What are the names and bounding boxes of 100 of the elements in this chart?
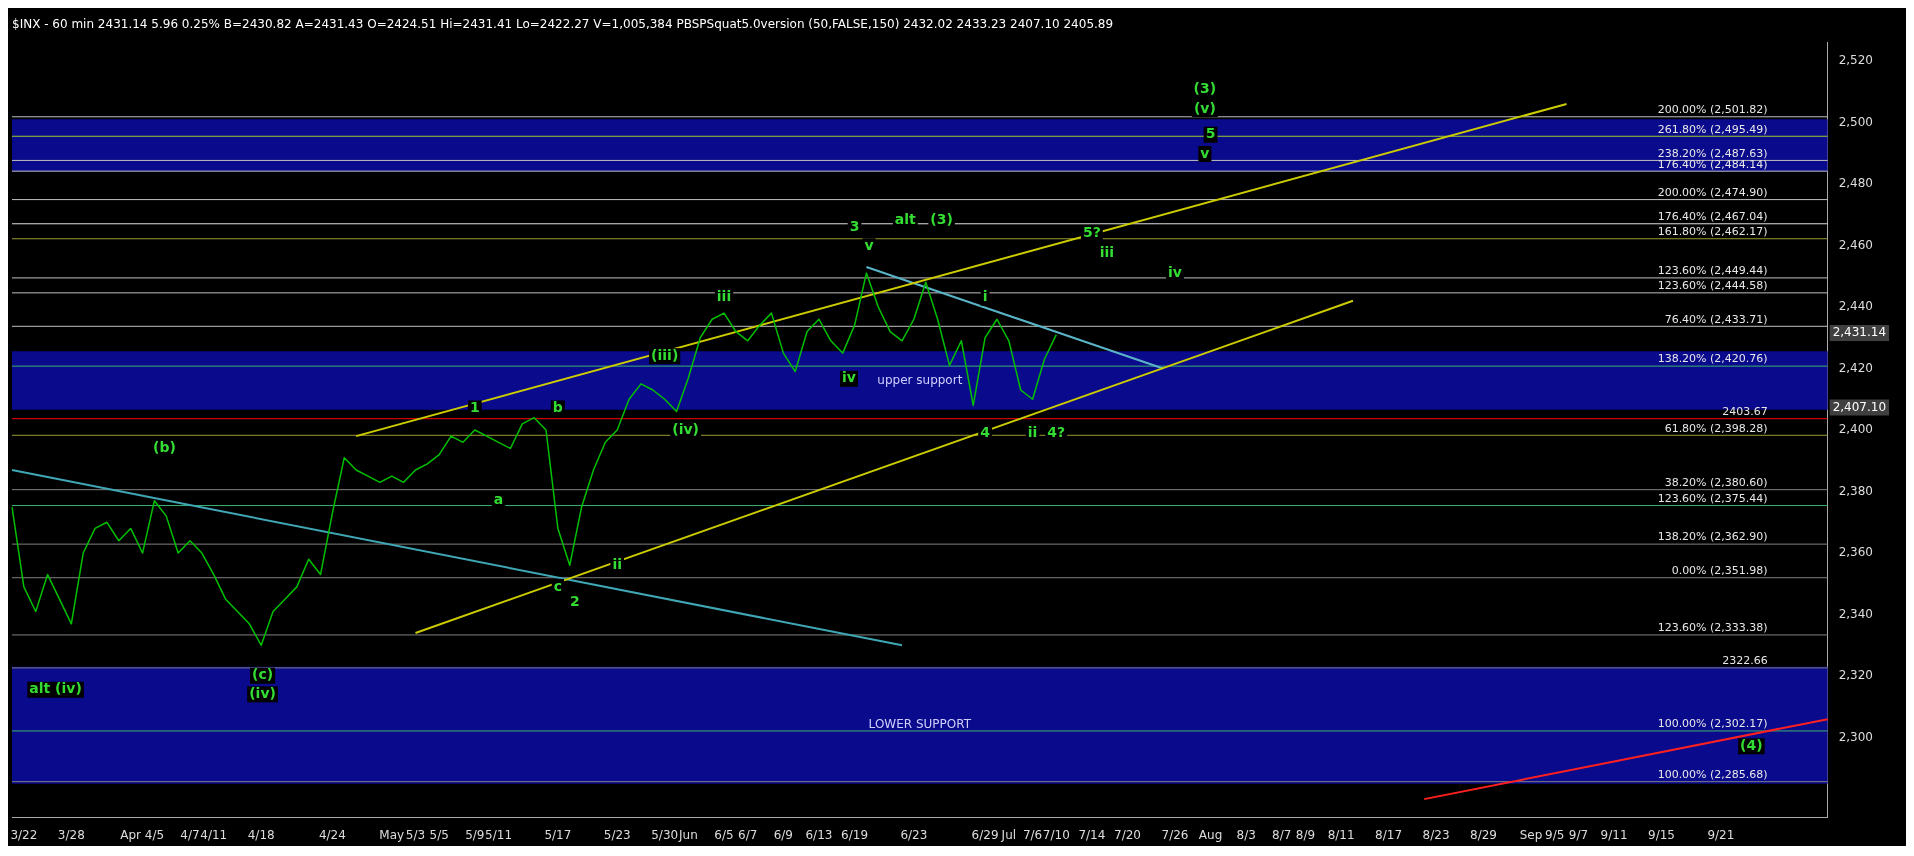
annotation: v: [864, 236, 874, 253]
x-tick-label: 9/11: [1600, 827, 1628, 842]
x-tick-label: 5/23: [603, 827, 631, 842]
x-tick-label: 6/13: [805, 827, 833, 842]
x-tick-label: Sep: [1519, 827, 1543, 842]
y-tick-label: 2,440: [1838, 299, 1874, 314]
annotation: 5: [1205, 125, 1216, 142]
x-tick-label: 8/23: [1422, 827, 1450, 842]
ref-line-label: 161.80% (2,462.17): [1657, 225, 1768, 239]
band-label: upper support: [877, 372, 963, 387]
ref-line-label: 76.40% (2,433.71): [1664, 312, 1768, 326]
annotation: 1: [469, 399, 480, 416]
annotation: a: [493, 491, 504, 508]
ref-line-label: 138.20% (2,362.90): [1657, 530, 1768, 544]
annotation: (iv): [672, 420, 699, 437]
x-tick-label: 3/22: [10, 827, 38, 842]
x-tick-label: 5/17: [544, 827, 572, 842]
ref-line-label: 123.60% (2,375.44): [1657, 491, 1768, 505]
annotation: (4): [1740, 736, 1763, 753]
annotation: 4?: [1047, 423, 1066, 440]
text: 2,431.14: [1832, 325, 1887, 340]
y-tick-label: 2,460: [1838, 237, 1874, 252]
annotation: (iv): [249, 684, 276, 701]
x-tick-label: 4/11: [200, 827, 228, 842]
ref-line-label: 2322.66: [1722, 654, 1768, 668]
ref-line-label: 138.20% (2,420.76): [1657, 352, 1768, 366]
x-tick-label: 4/5: [144, 827, 165, 842]
ref-line-label: 200.00% (2,501.82): [1657, 103, 1768, 117]
annotation: iii: [716, 288, 732, 305]
x-tick-label: 7/6: [1022, 827, 1043, 842]
x-tick-label: 8/7: [1272, 827, 1292, 842]
annotation: iv: [1167, 263, 1182, 280]
annotation: alt: [894, 211, 917, 228]
y-tick-label: 2,520: [1838, 52, 1874, 67]
x-tick-label: Jul: [1000, 827, 1017, 842]
x-tick-label: 7/14: [1078, 827, 1106, 842]
annotation: c: [553, 577, 563, 594]
x-tick-label: 6/23: [900, 827, 928, 842]
annotation: (b): [153, 439, 176, 456]
x-tick-label: Apr: [120, 827, 142, 842]
x-tick-label: 7/20: [1114, 827, 1141, 842]
annotation: iv: [842, 369, 856, 386]
x-tick-label: Aug: [1198, 827, 1223, 842]
x-tick-label: 5/11: [485, 827, 513, 842]
ref-line-label: 2403.67: [1722, 405, 1768, 419]
ref-line-label: 176.40% (2,467.04): [1657, 210, 1768, 224]
x-tick-label: 8/29: [1470, 827, 1497, 842]
y-tick-label: 2,480: [1838, 176, 1874, 191]
y-tick-label: 2,320: [1838, 668, 1874, 683]
x-tick-label: 6/29: [971, 827, 999, 842]
x-tick-label: 8/9: [1295, 827, 1316, 842]
ref-line-label: 123.60% (2,333.38): [1657, 621, 1768, 635]
x-tick-label: 6/9: [773, 827, 794, 842]
y-tick-label: 2,380: [1838, 483, 1874, 498]
x-tick-label: 7/26: [1161, 827, 1189, 842]
x-tick-label: 5/30: [651, 827, 679, 842]
y-tick-label: 2,300: [1838, 729, 1874, 744]
x-tick-label: 9/15: [1648, 827, 1675, 842]
ref-line-label: 0.00% (2,351.98): [1671, 564, 1768, 578]
y-tick-label: 2,360: [1838, 545, 1874, 560]
annotation: v: [1200, 144, 1210, 161]
x-tick-label: 9/21: [1707, 827, 1735, 842]
annotation: (v): [1193, 99, 1216, 116]
annotation: 4: [980, 423, 991, 440]
ref-line-label: 176.40% (2,484.14): [1657, 157, 1768, 171]
ref-line-label: 238.20% (2,487.63): [1657, 146, 1768, 160]
annotation: (3): [930, 211, 953, 228]
annotation: (c): [252, 666, 274, 683]
x-tick-label: 3/28: [57, 827, 85, 842]
x-tick-label: 5/9: [465, 827, 485, 842]
x-tick-label: 6/5: [714, 827, 734, 842]
x-tick-label: 4/18: [247, 827, 275, 842]
chart-title: $INX - 60 min 2431.14 5.96 0.25% B=2430.82 A=2431.43 O=2424.51 Hi=2431.41 Lo=2422.27 V=1,005,384 PBSPSquat5.0version (50,FALSE,150) 2432.02 2433.23 2407.10 2405.89: [12, 17, 1114, 32]
x-tick-label: Jun: [678, 827, 698, 842]
text: 2,407.10: [1832, 399, 1887, 414]
ref-line-label: 61.80% (2,398.28): [1664, 421, 1768, 435]
x-tick-label: 4/7: [180, 827, 200, 842]
ref-line-label: 261.80% (2,495.49): [1657, 122, 1768, 136]
ref-line-label: 123.60% (2,449.44): [1657, 264, 1768, 278]
annotation: (iii): [651, 346, 679, 363]
x-tick-label: 6/7: [738, 827, 758, 842]
y-tick-label: 2,500: [1838, 114, 1874, 129]
annotation: i: [982, 288, 988, 305]
x-tick-label: 6/19: [841, 827, 869, 842]
x-tick-label: 5/5: [429, 827, 449, 842]
x-tick-label: 8/17: [1375, 827, 1403, 842]
annotation: iii: [1099, 243, 1115, 260]
annotation: b: [552, 399, 563, 416]
ref-line-label: 100.00% (2,302.17): [1657, 717, 1768, 731]
annotation: alt (iv): [29, 680, 82, 697]
x-tick-label: 9/7: [1568, 827, 1589, 842]
x-tick-label: 9/5: [1545, 827, 1565, 842]
y-tick-label: 2,400: [1838, 422, 1874, 437]
annotation: ii: [612, 555, 623, 572]
x-tick-label: 8/11: [1327, 827, 1355, 842]
x-tick-label: 8/3: [1236, 827, 1256, 842]
x-tick-label: 7/10: [1042, 827, 1070, 842]
ref-line-label: 100.00% (2,285.68): [1657, 768, 1768, 782]
x-tick-label: 4/24: [318, 827, 346, 842]
annotation: 3: [849, 217, 860, 234]
